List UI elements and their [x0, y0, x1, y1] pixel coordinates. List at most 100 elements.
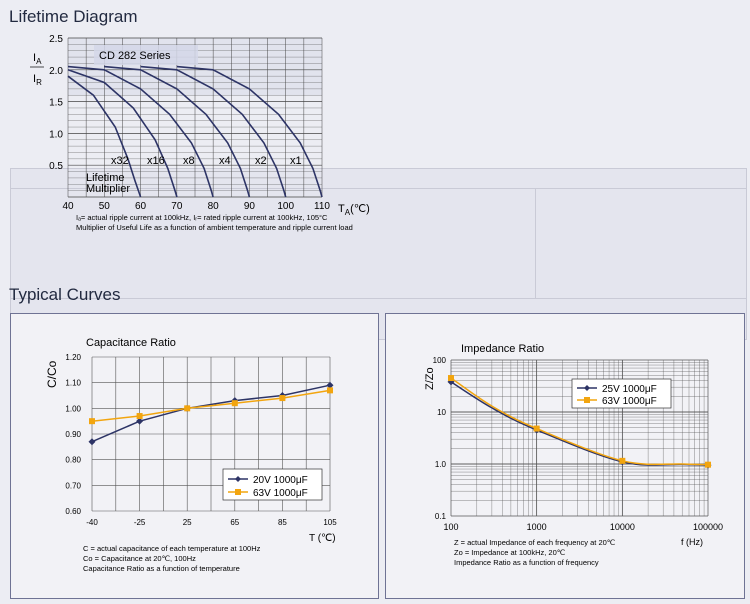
imp-legend-label-1: 25V 1000μF: [602, 384, 657, 395]
imp-y-tick: 1.0: [435, 460, 447, 469]
imp-point: [533, 425, 540, 432]
lifetime-x-tick: 40: [62, 201, 74, 212]
cap-point: [326, 381, 334, 389]
imp-title: Impedance Ratio: [461, 343, 544, 355]
cap-x-tick: -25: [134, 518, 146, 527]
imp-x-tick: 10000: [610, 522, 635, 532]
cap-x-tick: 105: [323, 518, 337, 527]
lifetime-y-tick: 1.0: [49, 129, 63, 140]
imp-y-tick: 100: [433, 356, 447, 365]
lifetime-multiplier-x1: x1: [290, 155, 302, 167]
imp-point: [619, 457, 626, 464]
lifetime-x-tick: 70: [171, 201, 183, 212]
imp-note-2: Zo = Impedance at 100kHz, 20℃: [454, 548, 566, 557]
imp-x-tick: 100000: [693, 522, 723, 532]
cap-x-tick: -40: [86, 518, 98, 527]
imp-ylabel: Z/Zo: [424, 367, 436, 390]
lifetime-curves: [67, 65, 323, 198]
lifetime-curve-x8: [67, 65, 214, 198]
lifetime-curve-x4: [104, 65, 251, 198]
lifetime-ylabel-bottom: IR: [33, 73, 42, 87]
lifetime-series-label: CD 282 Series: [99, 50, 171, 62]
cap-legend-label-1: 20V 1000μF: [253, 475, 308, 486]
imp-x-tick-labels: 100 1000 10000 100000: [443, 522, 723, 532]
imp-y-tick-labels: 0.1 1.0 10 100: [433, 356, 447, 521]
imp-x-tick: 1000: [527, 522, 547, 532]
imp-legend-box: [571, 378, 672, 409]
lifetime-curve-x16: [67, 69, 178, 198]
cap-x-tick: 85: [278, 518, 287, 527]
lifetime-series-box: [94, 45, 198, 65]
cap-point: [88, 438, 96, 446]
lifetime-y-tick: 2.5: [49, 34, 63, 45]
cap-series: [88, 381, 334, 446]
cap-point: [279, 395, 286, 402]
lifetime-multiplier-labels: x32 x16 x8 x4 x2 x1: [111, 155, 302, 167]
cap-legend-label-2: 63V 1000μF: [253, 488, 308, 499]
cap-x-tick: 65: [230, 518, 239, 527]
lifetime-multiplier-x8: x8: [183, 155, 195, 167]
cap-legend-marker: [235, 489, 241, 495]
imp-xlabel: f (Hz): [681, 537, 703, 547]
imp-line-2: [450, 377, 709, 466]
lifetime-y-tick: 0.5: [49, 161, 63, 172]
lifetime-multiplier-x2: x2: [255, 155, 267, 167]
cap-point: [89, 418, 95, 425]
imp-legend-marker: [584, 385, 590, 391]
cap-title: Capacitance Ratio: [86, 337, 176, 349]
lifetime-note-1: Iₐ= actual ripple current at 100kHz, Iᵣ=…: [76, 213, 328, 222]
lifetime-y-tick: 1.5: [49, 98, 63, 109]
cap-y-tick: 0.70: [65, 481, 81, 490]
lifetime-x-tick: 100: [277, 201, 294, 212]
lifetime-y-tick: 2.0: [49, 66, 63, 77]
imp-legend-label-2: 63V 1000μF: [602, 396, 657, 407]
cap-y-tick: 1.10: [65, 379, 81, 388]
cap-legend: 20V 1000μF 63V 1000μF: [222, 468, 323, 501]
lifetime-section-title: Lifetime Diagram: [9, 7, 138, 26]
lifetime-note-2: Multiplier of Useful Life as a function …: [76, 223, 353, 232]
cap-point: [136, 413, 143, 420]
lifetime-x-tick: 60: [135, 201, 147, 212]
cap-xlabel: T (℃): [309, 533, 336, 544]
lifetime-curve-x2: [140, 65, 287, 198]
lifetime-x-tick: 110: [314, 201, 330, 212]
cap-x-tick-labels: -40 -25 25 65 85 105: [86, 518, 337, 527]
lifetime-multiplier-title-line: Lifetime Multiplier: [86, 172, 130, 195]
cap-point: [136, 417, 144, 425]
imp-y-tick: 0.1: [435, 512, 447, 521]
cap-y-tick: 1.20: [65, 353, 81, 362]
cap-note-2: Co = Capacitance at 20℃, 100Hz: [83, 554, 196, 563]
impedance-panel: [385, 313, 745, 599]
cap-note-3: Capacitance Ratio as a function of tempe…: [83, 564, 240, 573]
imp-note-3: Impedance Ratio as a function of frequen…: [454, 558, 599, 567]
cap-point: [231, 400, 238, 407]
imp-note-1: Z = actual Impedance of each frequency a…: [454, 538, 616, 547]
cap-line-2: [91, 389, 331, 422]
typical-curves-title: Typical Curves: [9, 285, 121, 304]
lifetime-xlabel: TA(℃): [338, 203, 370, 217]
imp-legend-marker: [584, 397, 590, 403]
capacitance-panel: [10, 313, 379, 599]
cap-ylabel: C/Co: [45, 360, 59, 388]
lifetime-multiplier-x4: x4: [219, 155, 231, 167]
lifetime-x-tick: 80: [208, 201, 220, 212]
lifetime-x-tick-labels: 40 50 60 70 80 90 100 110: [62, 201, 330, 212]
cap-y-tick: 1.00: [65, 404, 81, 413]
imp-x-tick: 100: [443, 522, 458, 532]
cap-x-tick: 25: [183, 518, 192, 527]
cap-y-tick-labels: 0.60 0.70 0.80 0.90 1.00 1.10 1.20: [65, 353, 81, 516]
lifetime-curve-x32: [67, 75, 142, 198]
cap-y-tick: 0.60: [65, 507, 81, 516]
lifetime-y-tick-labels: 0.5 1.0 1.5 2.0 2.5: [49, 34, 63, 172]
lifetime-ylabel-top: IA: [33, 52, 42, 66]
cap-note-1: C = actual capacitance of each temperatu…: [83, 544, 261, 553]
lifetime-multiplier-x16: x16: [147, 155, 165, 167]
lifetime-x-tick: 90: [244, 201, 256, 212]
imp-y-tick: 10: [437, 408, 446, 417]
imp-point: [705, 461, 711, 468]
lifetime-x-tick: 50: [99, 201, 111, 212]
cap-legend-marker: [235, 476, 241, 482]
cap-y-tick: 0.90: [65, 430, 81, 439]
